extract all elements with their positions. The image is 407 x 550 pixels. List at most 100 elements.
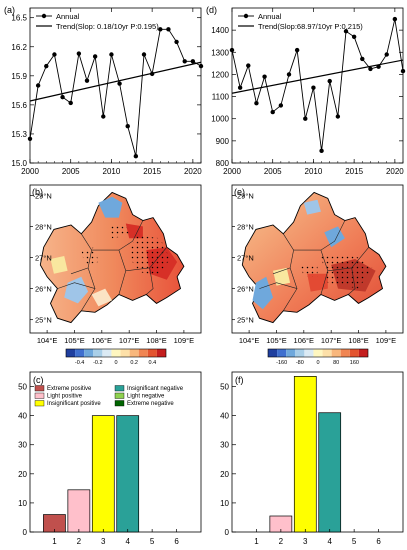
x-tick-label: 2000 bbox=[21, 167, 39, 176]
map-panel-e: 104°E 105°E 106°E 107°E 108°E 109°E 25°N 26°N 27… bbox=[231, 184, 404, 366]
data-point bbox=[76, 51, 82, 56]
lon-tick-label: 108°E bbox=[348, 336, 369, 345]
y-tick-label: 1400 bbox=[211, 26, 229, 35]
colorbar-tick-label: -160 bbox=[276, 360, 287, 366]
colorbar-tick-label: 0 bbox=[114, 360, 117, 366]
colorbar-tick-label: -80 bbox=[296, 360, 304, 366]
x-tick-label: 2010 bbox=[103, 167, 121, 176]
colorbar-cell bbox=[93, 349, 103, 357]
data-point bbox=[360, 56, 365, 62]
data-point bbox=[335, 114, 341, 119]
prefecture-boundary bbox=[348, 267, 356, 295]
x-tick-label: 1 bbox=[254, 537, 259, 546]
prefecture-boundary bbox=[259, 282, 298, 289]
map-panel-b: 104°E 105°E 106°E 107°E 108°E 109°E 25°N 26°N 27… bbox=[29, 184, 202, 366]
data-point bbox=[158, 27, 163, 32]
colorbar-cell bbox=[268, 349, 278, 357]
colorbar-cell bbox=[295, 349, 305, 357]
legend-label: Light positive bbox=[47, 394, 83, 400]
trend-line bbox=[29, 61, 202, 102]
legend-trend-label: Trend(Slop:68.97/10yr P:0.215) bbox=[258, 22, 363, 31]
x-tick-label: 2000 bbox=[223, 167, 241, 176]
legend-swatch bbox=[114, 392, 125, 399]
colorbar-cell bbox=[102, 349, 112, 357]
panel-label: (a) bbox=[4, 5, 15, 15]
prefecture-boundary bbox=[57, 282, 96, 289]
y-tick-label: 16.5 bbox=[11, 14, 27, 23]
colorbar-cell bbox=[129, 349, 139, 357]
data-point bbox=[92, 54, 98, 59]
legend-label: Extreme negative bbox=[127, 401, 174, 407]
y-tick-label: 20 bbox=[220, 470, 229, 479]
y-tick-label: 1000 bbox=[211, 115, 229, 124]
data-point bbox=[125, 123, 130, 129]
x-tick-label: 3 bbox=[101, 537, 106, 546]
bar-panel-f: 0 10 20 30 40 50 1 2 3 4 5 6 (f) bbox=[220, 371, 404, 546]
data-point bbox=[27, 136, 33, 141]
colorbar-cell bbox=[322, 349, 332, 357]
y-tick-label: 15.9 bbox=[11, 72, 27, 81]
colorbar-tick-label: 0.4 bbox=[149, 360, 157, 366]
anomaly-patch bbox=[252, 276, 273, 310]
data-point bbox=[190, 59, 196, 64]
y-tick-label: 50 bbox=[220, 383, 229, 392]
x-tick-label: 2020 bbox=[386, 167, 404, 176]
y-tick-label: 30 bbox=[18, 441, 27, 450]
lon-tick-label: 104°E bbox=[37, 336, 58, 345]
data-point bbox=[400, 68, 406, 74]
x-tick-label: 6 bbox=[376, 537, 381, 546]
significance-stipple bbox=[300, 264, 318, 277]
data-point bbox=[182, 59, 187, 64]
colorbar-cell bbox=[340, 349, 350, 357]
legend-marker bbox=[41, 13, 47, 19]
x-tick-label: 2 bbox=[279, 537, 284, 546]
lon-tick-label: 107°E bbox=[119, 336, 140, 345]
lat-tick-label: 26°N bbox=[35, 285, 52, 294]
colorbar-tick-label: 160 bbox=[350, 360, 359, 366]
panel-label: (c) bbox=[33, 375, 44, 385]
data-point bbox=[270, 109, 275, 115]
line-panel-d: 2000 2005 2010 2015 2020 800 900 1000 1100 1200 13… bbox=[206, 5, 406, 176]
data-point bbox=[376, 64, 381, 69]
lat-tick-label: 27°N bbox=[237, 254, 254, 263]
data-point bbox=[254, 101, 259, 106]
data-point bbox=[327, 78, 332, 84]
x-tick-label: 2005 bbox=[264, 167, 282, 176]
colorbar-cell bbox=[358, 349, 368, 357]
bar bbox=[116, 415, 140, 533]
colorbar-cell bbox=[313, 349, 323, 357]
significance-stipple bbox=[108, 223, 130, 239]
y-tick-label: 15.3 bbox=[11, 130, 27, 139]
plot-frame bbox=[231, 371, 404, 533]
y-tick-label: 50 bbox=[18, 383, 27, 392]
bar bbox=[67, 489, 91, 533]
legend-label: Insignificant negative bbox=[127, 386, 184, 392]
y-tick-label: 1200 bbox=[211, 70, 229, 79]
y-tick-label: 15.6 bbox=[11, 101, 27, 110]
data-point bbox=[319, 148, 324, 154]
prefecture-boundary bbox=[293, 220, 346, 251]
panel-label: (f) bbox=[235, 375, 244, 385]
prefecture-boundary bbox=[272, 233, 294, 275]
data-point bbox=[109, 52, 114, 57]
data-point bbox=[278, 103, 284, 108]
data-point bbox=[174, 39, 179, 45]
data-point bbox=[149, 71, 155, 77]
plot-frame bbox=[29, 371, 202, 533]
data-point bbox=[351, 34, 357, 39]
lon-tick-label: 109°E bbox=[174, 336, 195, 345]
y-tick-label: 1300 bbox=[211, 48, 229, 57]
lon-tick-label: 106°E bbox=[92, 336, 113, 345]
colorbar-cell bbox=[120, 349, 130, 357]
data-point bbox=[117, 81, 122, 86]
y-tick-label: 10 bbox=[220, 499, 229, 508]
lon-tick-label: 105°E bbox=[64, 336, 85, 345]
legend-label: Light negative bbox=[127, 394, 165, 400]
x-tick-label: 6 bbox=[174, 537, 179, 546]
colorbar-tick-label: 0 bbox=[316, 360, 319, 366]
series-line bbox=[29, 28, 202, 157]
lat-tick-label: 29°N bbox=[237, 191, 254, 200]
data-point bbox=[286, 72, 292, 77]
y-tick-label: 0 bbox=[23, 528, 28, 537]
prefecture-boundary bbox=[146, 267, 154, 295]
